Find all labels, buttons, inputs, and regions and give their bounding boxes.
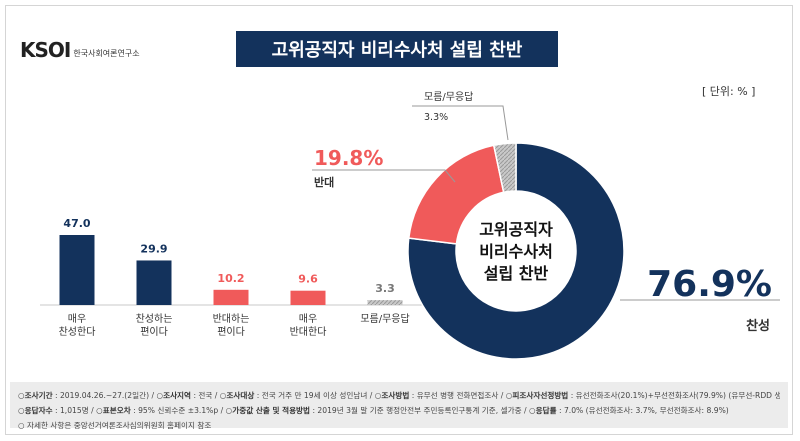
footer-row-1: ○조사기간 : 2019.04.26.~27.(2일간) / ○조사지역 : 전…	[18, 388, 780, 403]
footer-bullet: ○	[18, 406, 25, 415]
bar-category-label-0-1: 찬성한다	[59, 326, 96, 338]
survey-footer: ○조사기간 : 2019.04.26.~27.(2일간) / ○조사지역 : 전…	[10, 382, 788, 430]
bar-value-label-0: 47.0	[63, 217, 90, 230]
slice-value-label-0: 76.9%	[647, 264, 772, 305]
donut-center-label-0: 고위공직자	[479, 220, 553, 239]
footer-bullet: ○	[18, 391, 25, 400]
bar-category-label-2-1: 편이다	[217, 326, 245, 338]
footer-row2-value-1: : 95% 신뢰수준 ±3.1%p /	[130, 406, 226, 415]
donut-center-label-1: 비리수사처	[479, 242, 553, 261]
donut-slice-0	[407, 142, 625, 360]
leader-line-2	[412, 105, 509, 141]
bar-category-label-0-0: 매우	[68, 313, 86, 325]
bar-category-label-4-0: 모름/무응답	[360, 313, 409, 325]
footer-bullet: ○	[225, 406, 233, 415]
unit-label: [ 단위: % ]	[702, 85, 756, 98]
bar-2	[213, 289, 249, 305]
bar-4	[367, 300, 403, 305]
bar-category-label-1-1: 편이다	[140, 326, 168, 338]
footer-row2-value-0: : 1,015명 /	[52, 406, 97, 415]
footer-bullet: ○	[528, 406, 536, 415]
slice-value-label-2: 3.3%	[424, 112, 448, 123]
footer-row1-value-2: : 전국 거주 만 19세 이상 성인남녀 /	[254, 391, 375, 400]
chart-title: 고위공직자 비리수사처 설립 찬반	[236, 31, 558, 67]
footer-row2-key-2: 가중값 산출 및 적용방법	[232, 406, 311, 415]
footer-row2-key-0: 응답자수	[24, 406, 53, 415]
bar-1	[136, 260, 172, 305]
donut-center-label-2: 설립 찬반	[484, 264, 549, 283]
bar-3	[290, 290, 326, 305]
footer-row1-value-4: : 유선전화조사(20.1%)+무선전화조사(79.9%) (유무선-RDD 생…	[568, 391, 780, 400]
footer-row1-key-2: 조사대상	[226, 391, 255, 400]
footer-bullet: ○	[96, 406, 103, 415]
bar-category-label-3-0: 매우	[299, 313, 317, 325]
footer-row1-value-1: : 전국 /	[191, 391, 220, 400]
footer-bullet: ○	[374, 391, 382, 400]
bar-value-label-4: 3.3	[375, 282, 395, 295]
footer-row2-key-1: 표본오차	[102, 406, 131, 415]
frame	[5, 5, 793, 435]
slice-name-label-0: 찬성	[746, 318, 770, 334]
footer-row2-value-2: : 2019년 3월 말 기준 행정안전부 주민등록인구통계 기준, 셀가중 /	[310, 406, 529, 415]
logo-subtitle: 한국사회여론연구소	[73, 48, 140, 58]
bar-category-label-3-1: 반대한다	[290, 326, 327, 338]
slice-name-label-2: 모름/무응답	[424, 91, 473, 103]
logo-mark: KSOI	[20, 38, 71, 62]
bar-value-label-2: 10.2	[217, 272, 244, 285]
footer-row1-key-1: 조사지역	[163, 391, 192, 400]
logo: KSOI 한국사회여론연구소	[20, 38, 140, 62]
footer-note: 자세한 사항은 중앙선거여론조사심의위원회 홈페이지 참조	[27, 421, 212, 430]
bar-category-label-1-0: 찬성하는	[136, 312, 173, 325]
footer-bullet: ○	[505, 391, 513, 400]
footer-bullet: ○	[156, 391, 164, 400]
slice-name-label-1: 반대	[314, 175, 334, 189]
footer-row2-key-3: 응답률	[535, 406, 557, 415]
footer-row1-key-4: 피조사자선정방법	[512, 391, 569, 400]
footer-row1-key-3: 조사방법	[381, 391, 410, 400]
footer-row1-value-0: : 2019.04.26.~27.(2일간) /	[52, 391, 157, 400]
bar-value-label-3: 9.6	[298, 273, 318, 286]
slice-value-label-1: 19.8%	[314, 146, 383, 170]
footer-row-2: ○응답자수 : 1,015명 / ○표본오차 : 95% 신뢰수준 ±3.1%p…	[18, 403, 780, 418]
leader-line-1	[312, 169, 456, 183]
bar-value-label-1: 29.9	[140, 242, 167, 255]
footer-bullet: ○	[219, 391, 227, 400]
bar-category-label-2-0: 반대하는	[213, 312, 250, 325]
footer-row1-value-3: : 유무선 병행 전화면접조사 /	[409, 391, 506, 400]
footer-row1-key-0: 조사기간	[24, 391, 53, 400]
footer-row-3: ○ 자세한 사항은 중앙선거여론조사심의위원회 홈페이지 참조	[18, 421, 212, 430]
footer-row2-value-3: : 7.0% (유선전화조사: 3.7%, 무선전화조사: 8.9%)	[556, 406, 729, 415]
bar-0	[59, 235, 95, 305]
donut-slice-2	[492, 142, 517, 194]
